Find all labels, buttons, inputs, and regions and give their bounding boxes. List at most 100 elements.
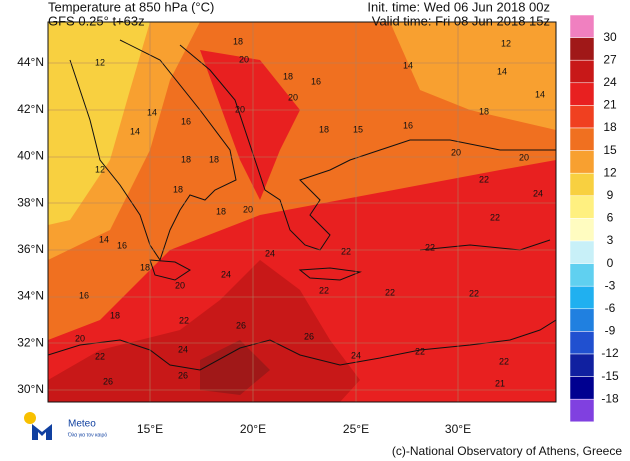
valid-time: Valid time: Fri 08 Jun 2018 15z <box>372 13 550 28</box>
colorbar-swatch <box>569 172 595 197</box>
lon-label: 20°E <box>240 422 266 436</box>
contour-label: 22 <box>385 287 395 297</box>
contour-label: 24 <box>265 248 275 258</box>
lat-label: 32°N <box>17 335 44 349</box>
contour-label: 20 <box>75 333 85 343</box>
contour-label: 26 <box>236 320 246 330</box>
contour-label: 20 <box>451 147 461 157</box>
contour-label: 14 <box>130 126 140 136</box>
contour-label: 18 <box>319 124 329 134</box>
lat-label: 36°N <box>17 242 44 256</box>
lat-label: 30°N <box>17 382 44 396</box>
colorbar-label: -15 <box>601 369 619 383</box>
lat-label: 38°N <box>17 195 44 209</box>
contour-label: 22 <box>479 174 489 184</box>
contour-label: 26 <box>103 376 113 386</box>
colorbar-swatch <box>569 263 595 287</box>
lat-label: 40°N <box>17 149 44 163</box>
lat-label: 44°N <box>17 55 44 69</box>
colorbar-label: -12 <box>601 346 619 360</box>
contour-label: 14 <box>99 234 109 244</box>
colorbar-swatch <box>569 195 595 219</box>
contour-label: 16 <box>79 290 89 300</box>
colorbar-label: 27 <box>603 52 617 66</box>
model-run: GFS 0.25° t+63z <box>48 13 145 28</box>
colorbar-label: 6 <box>607 211 614 225</box>
temperature-field <box>48 22 556 402</box>
colorbar-swatch <box>569 240 595 264</box>
contour-label: 22 <box>179 315 189 325</box>
contour-label: 21 <box>495 378 505 388</box>
contour-label: 26 <box>178 370 188 380</box>
contour-label: 20 <box>519 152 529 162</box>
contour-label: 12 <box>95 57 105 67</box>
colorbar-swatch <box>569 308 595 332</box>
colorbar-swatch <box>569 105 595 129</box>
contour-label: 20 <box>235 104 245 114</box>
contour-label: 16 <box>311 76 321 86</box>
contour-label: 22 <box>415 346 425 356</box>
logo-name: Meteo <box>68 419 96 430</box>
colorbar-swatch <box>569 59 595 84</box>
contour-label: 16 <box>403 120 413 130</box>
colorbar-label: 24 <box>603 75 617 89</box>
contour-label: 18 <box>173 184 183 194</box>
colorbar-label: 15 <box>603 143 617 157</box>
colorbar-swatch <box>569 398 595 423</box>
colorbar-label: -3 <box>605 278 616 292</box>
contour-label: 20 <box>175 280 185 290</box>
contour-label: 22 <box>490 212 500 222</box>
colorbar-label: -9 <box>605 324 616 338</box>
colorbar-swatch <box>569 150 595 174</box>
init-time: Init. time: Wed 06 Jun 2018 00z <box>367 0 550 14</box>
contour-label: 18 <box>181 154 191 164</box>
colorbar-label: -18 <box>601 391 619 405</box>
contour-label: 26 <box>304 331 314 341</box>
contour-label: 12 <box>95 164 105 174</box>
contour-label: 12 <box>501 38 511 48</box>
colorbar-swatch <box>569 353 595 377</box>
colorbar-swatch <box>569 37 595 61</box>
contour-label: 16 <box>117 240 127 250</box>
colorbar-swatch <box>569 331 595 355</box>
contour-label: 18 <box>209 154 219 164</box>
contour-label: 22 <box>425 242 435 252</box>
contour-label: 24 <box>533 188 543 198</box>
colorbar-swatch <box>569 82 595 106</box>
contour-label: 20 <box>239 54 249 64</box>
contour-label: 24 <box>221 269 231 279</box>
map-frame <box>47 21 557 403</box>
colorbar-label: 9 <box>607 188 614 202</box>
colorbar-swatch <box>569 14 595 38</box>
contour-label: 15 <box>353 124 363 134</box>
title: Temperature at 850 hPa (°C) <box>48 0 214 14</box>
contour-label: 22 <box>499 356 509 366</box>
lon-label: 30°E <box>445 422 471 436</box>
contour-label: 18 <box>233 36 243 46</box>
colorbar-label: 30 <box>603 30 617 44</box>
contour-label: 16 <box>181 116 191 126</box>
logo-sun <box>24 412 36 424</box>
logo-mark <box>32 424 52 440</box>
coastlines <box>48 39 556 371</box>
credit: (c)-National Observatory of Athens, Gree… <box>392 444 622 458</box>
contour-label: 18 <box>216 206 226 216</box>
colorbar-swatch <box>569 285 595 310</box>
colorbar-swatch <box>569 218 595 242</box>
contour-label: 24 <box>351 350 361 360</box>
colorbar-label: 12 <box>603 165 617 179</box>
colorbar-label: 18 <box>603 120 617 134</box>
lat-label: 34°N <box>17 289 44 303</box>
colorbar-swatch <box>569 127 595 151</box>
contour-label: 20 <box>288 92 298 102</box>
contour-label: 18 <box>479 106 489 116</box>
lon-label: 25°E <box>343 422 369 436</box>
contour-label: 18 <box>110 310 120 320</box>
contour-label: 22 <box>469 288 479 298</box>
lon-label: 15°E <box>137 422 163 436</box>
contour-label: 14 <box>535 89 545 99</box>
logo-tagline: Όλα για τον καιρό <box>67 431 107 438</box>
contour-label: 14 <box>497 66 507 76</box>
colorbar-label: 21 <box>603 98 617 112</box>
